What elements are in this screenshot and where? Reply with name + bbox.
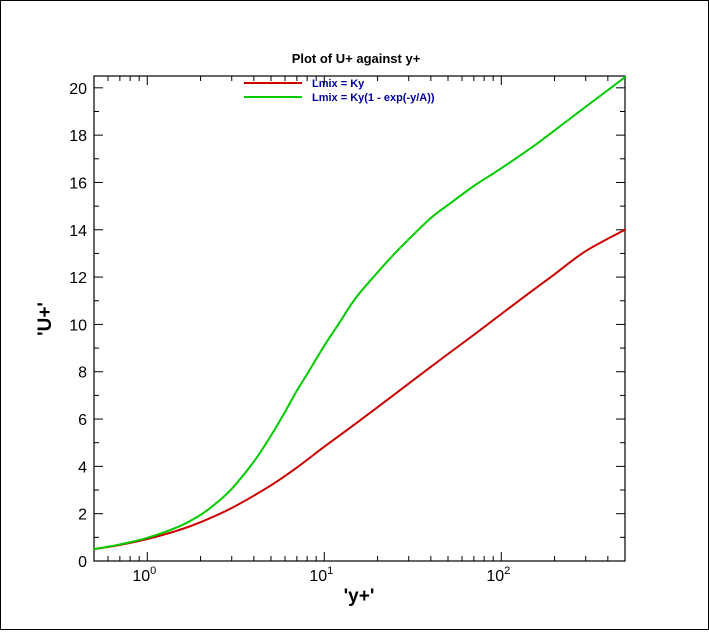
axes: 0 2 4 6 8 10 12 14 16 18 20 100 101 102: [69, 75, 626, 585]
series-line-1: [93, 228, 626, 551]
series-layer: [93, 76, 626, 551]
plot-frame: [93, 75, 626, 562]
x-tick-label: 100: [132, 565, 156, 585]
x-axis-title: 'y+': [344, 586, 375, 607]
x-tick-label: 101: [309, 565, 333, 585]
legend-label-2: Lmix = Ky(1 - exp(-y/A)): [312, 92, 435, 104]
y-tick-label: 0: [78, 554, 87, 571]
y-tick-label: 12: [69, 270, 87, 287]
y-tick-label: 18: [69, 128, 87, 145]
legend-label-1: Lmix = Ky: [312, 78, 365, 90]
y-tick-label: 20: [69, 81, 87, 98]
series-line-2: [93, 76, 626, 551]
y-tick-label: 2: [78, 507, 87, 524]
y-tick-label: 14: [69, 223, 87, 240]
legend: Lmix = Ky Lmix = Ky(1 - exp(-y/A)): [244, 78, 435, 104]
y-axis-title: 'U+': [35, 302, 56, 336]
y-tick-label: 10: [69, 317, 87, 334]
x-tick-label: 102: [486, 565, 510, 585]
y-tick-label: 4: [78, 459, 87, 476]
y-tick-label: 16: [69, 175, 87, 192]
chart-title: Plot of U+ against y+: [292, 51, 421, 66]
y-tick-label: 8: [78, 365, 87, 382]
y-tick-label: 6: [78, 412, 87, 429]
